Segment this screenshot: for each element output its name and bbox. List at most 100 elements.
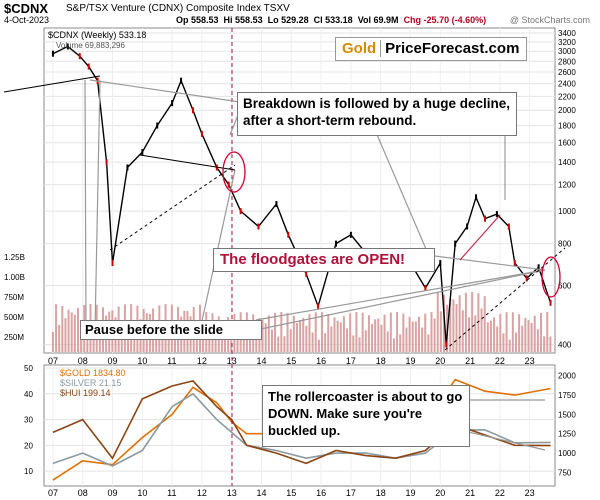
cdnx-candle [483,215,486,222]
y-right-tick-label: 400 [558,341,572,350]
x-tick-label-top: 10 [137,356,147,366]
y-left-tick-label-bottom: 30 [24,416,33,425]
volume-bar [452,299,455,352]
x-tick-label-bottom: 18 [376,488,386,498]
volume-bar [371,323,374,352]
cdnx-candle [349,231,352,238]
legend-volume: Volume 69,883,296 [56,41,125,50]
y-right-tick-label: 2200 [558,92,576,101]
volume-bar [333,317,336,352]
y-right-tick-label: 1000 [558,207,576,216]
quote-close: Cl 533.18 [313,15,353,25]
y-right-tick-label: 1400 [558,158,576,167]
x-tick-label-top: 22 [495,356,505,366]
volume-bar [92,328,95,352]
x-tick-label-top: 18 [376,356,386,366]
volume-bar [518,314,521,352]
cdnx-candle [239,208,242,215]
cdnx-candle [156,122,159,129]
cdnx-candle [537,264,540,271]
legend-series-2: $HUI 199.14 [60,388,111,398]
volume-bar [367,315,370,352]
y-right-tick-label: 2400 [558,80,576,89]
volume-bar [277,336,280,352]
volume-bar [449,298,452,352]
cdnx-candle [141,149,144,156]
annotation-line [426,254,546,271]
x-tick-label-top: 21 [465,356,475,366]
volume-bar [508,339,511,352]
y-right-tick-label: 3200 [558,38,576,47]
volume-bar [505,312,508,352]
callout-rollercoaster: The rollercoaster is about to go DOWN. M… [262,385,470,447]
volume-bar [536,329,539,352]
cdnx-candle [180,77,183,84]
y-right-tick-label: 1600 [558,139,576,148]
volume-bar [480,308,483,352]
volume-bar [73,314,76,352]
cdnx-candle [513,260,516,267]
trendline-top [3,75,101,93]
cdnx-candle [200,130,203,137]
volume-bar [386,331,389,352]
volume-bar [295,322,298,352]
index-name: S&P/TSX Venture (CDNX) Composite Index T… [66,3,290,14]
cdnx-candle [424,284,427,291]
cdnx-candle [287,231,290,238]
volume-bar [511,312,514,352]
volume-bar [202,337,205,352]
volume-bar [76,307,79,352]
cdnx-candle [51,50,54,57]
quote-low: Lo 529.28 [267,15,309,25]
x-tick-label-bottom: 13 [227,488,237,498]
volume-bar [380,324,383,352]
volume-bar [468,317,471,352]
x-tick-label-top: 07 [48,356,58,366]
highlight-ellipse-2023 [541,256,561,298]
cdnx-candle [191,107,194,114]
volume-bar [524,317,527,352]
cdnx-candle [78,53,81,60]
volume-bar [299,320,302,352]
volume-bar [264,323,267,352]
trendline-2021 [459,214,501,261]
quote-volume: Vol 69.9M [357,15,399,25]
volume-bar [261,319,264,352]
y-right-tick-label: 1800 [558,122,576,131]
highlight-ellipse-2013 [222,151,246,193]
cdnx-candle [227,181,230,188]
cdnx-candle [105,159,108,166]
volume-bar [352,335,355,352]
y-right-tick-label: 600 [558,282,572,291]
legend-cdnx: $CDNX (Weekly) 533.18 [48,30,146,40]
volume-bar [521,325,524,352]
volume-bar [546,312,549,352]
volume-bar [317,339,320,352]
x-tick-label-bottom: 20 [435,488,445,498]
volume-bar [483,296,486,352]
cdnx-candle [507,223,510,230]
volume-bar [417,316,420,352]
cdnx-candle [495,211,498,218]
x-tick-label-bottom: 07 [48,488,58,498]
volume-bar [396,312,399,352]
x-tick-label-top: 14 [257,356,267,366]
volume-bar [499,313,502,352]
y-right-tick-label-bottom: 1750 [558,391,576,400]
volume-bar [389,312,392,352]
volume-bar [208,335,211,352]
annotation-line [374,129,436,271]
callout-floodgates: The floodgates are OPEN! [213,248,435,272]
volume-bar [411,321,414,352]
volume-bar [292,315,295,352]
volume-bar [311,332,314,352]
y-left-tick-label-bottom: 10 [24,467,33,476]
y-left-tick-label-bottom: 50 [24,364,33,373]
volume-bar [471,292,474,352]
annotation-line [84,79,87,326]
volume-bar [458,295,461,352]
quote-open: Op 558.53 [176,15,219,25]
volume-bar [364,330,367,352]
trendline-dashed-2 [444,247,566,351]
